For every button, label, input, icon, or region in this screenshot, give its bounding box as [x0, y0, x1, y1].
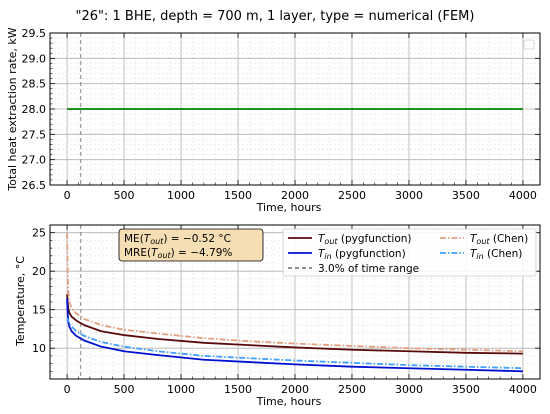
top-ylabel: Total heat extraction rate, kW — [6, 27, 19, 191]
series-line-0 — [66, 294, 523, 355]
y-tick-label: 25 — [32, 227, 46, 240]
y-tick-label: 10 — [32, 342, 46, 355]
legend-item-1: Tin (pygfunction) — [288, 248, 406, 261]
bottom-panel: 0 500 1000 1500 2000 2500 3000 3500 4000 10 15 20 25… — [14, 224, 541, 408]
legend-label: Tout (pygfunction) — [318, 233, 412, 246]
series-line-1 — [66, 298, 523, 373]
annotation-box — [118, 228, 264, 262]
y-tick-label: 15 — [32, 304, 46, 317]
y-tick-label: 27.0 — [22, 154, 47, 167]
bottom-ylabel: Temperature, °C — [14, 256, 27, 347]
bottom-xlabel: Time, hours — [256, 395, 322, 408]
x-tick-label: 0 — [64, 189, 71, 202]
annotation-line-2: MRE(Tout) = −4.79% — [124, 247, 232, 260]
x-tick-label: 1000 — [167, 189, 195, 202]
top-legend-box — [523, 39, 535, 50]
x-tick-label: 1500 — [224, 383, 252, 396]
top-xlabel: Time, hours — [256, 201, 322, 214]
legend-item-0: Tout (pygfunction) — [288, 233, 412, 246]
x-tick-label: 2500 — [338, 383, 366, 396]
top-ticks: 0 500 1000 1500 2000 2500 3000 3500 4000 26.5 27.0… — [22, 27, 540, 202]
bottom-series — [66, 232, 523, 373]
y-tick-label: 29.0 — [22, 52, 47, 65]
x-tick-label: 2000 — [281, 383, 309, 396]
top-panel: 0 500 1000 1500 2000 2500 3000 3500 4000 26.5 27.0… — [6, 27, 541, 214]
y-tick-label: 20 — [32, 265, 46, 278]
y-tick-label: 28.0 — [22, 103, 47, 116]
error-annotation: ME(Tout) = −0.52 °C MRE(Tout) = −4.79% — [118, 228, 264, 262]
x-tick-label: 3000 — [395, 189, 423, 202]
y-tick-label: 28.5 — [22, 78, 47, 91]
x-tick-label: 500 — [114, 189, 135, 202]
legend-item-2: 3.0% of time range — [288, 263, 419, 275]
y-tick-label: 29.5 — [22, 27, 47, 40]
legend-box — [282, 228, 537, 277]
x-tick-label: 1000 — [167, 383, 195, 396]
x-tick-label: 4000 — [509, 189, 537, 202]
legend-item-3: Tout (Chen) — [440, 233, 528, 246]
x-tick-label: 500 — [114, 383, 135, 396]
x-tick-label: 3500 — [452, 383, 480, 396]
legend-label: Tin (pygfunction) — [318, 248, 406, 261]
y-tick-label: 27.5 — [22, 128, 47, 141]
series-line-3 — [66, 318, 523, 370]
x-tick-label: 4000 — [509, 383, 537, 396]
annotation-line-1: ME(Tout) = −0.52 °C — [124, 233, 231, 246]
figure-title: "26": 1 BHE, depth = 700 m, 1 layer, typ… — [76, 9, 475, 24]
legend-label: Tin (Chen) — [470, 248, 522, 261]
x-tick-label: 1500 — [224, 189, 252, 202]
series-line-2 — [66, 232, 523, 353]
bottom-ticks: 0 500 1000 1500 2000 2500 3000 3500 4000 10 15 20 25 — [32, 225, 540, 396]
bottom-legend: Tout (pygfunction) Tin (pygfunction) 3.0% … — [282, 228, 537, 277]
y-tick-label: 26.5 — [22, 179, 47, 192]
x-tick-label: 2000 — [281, 189, 309, 202]
x-tick-label: 2500 — [338, 189, 366, 202]
x-tick-label: 3000 — [395, 383, 423, 396]
legend-label: 3.0% of time range — [318, 263, 419, 275]
legend-item-4: Tin (Chen) — [440, 248, 522, 261]
x-tick-label: 3500 — [452, 189, 480, 202]
legend-label: Tout (Chen) — [470, 233, 528, 246]
x-tick-label: 0 — [64, 383, 71, 396]
